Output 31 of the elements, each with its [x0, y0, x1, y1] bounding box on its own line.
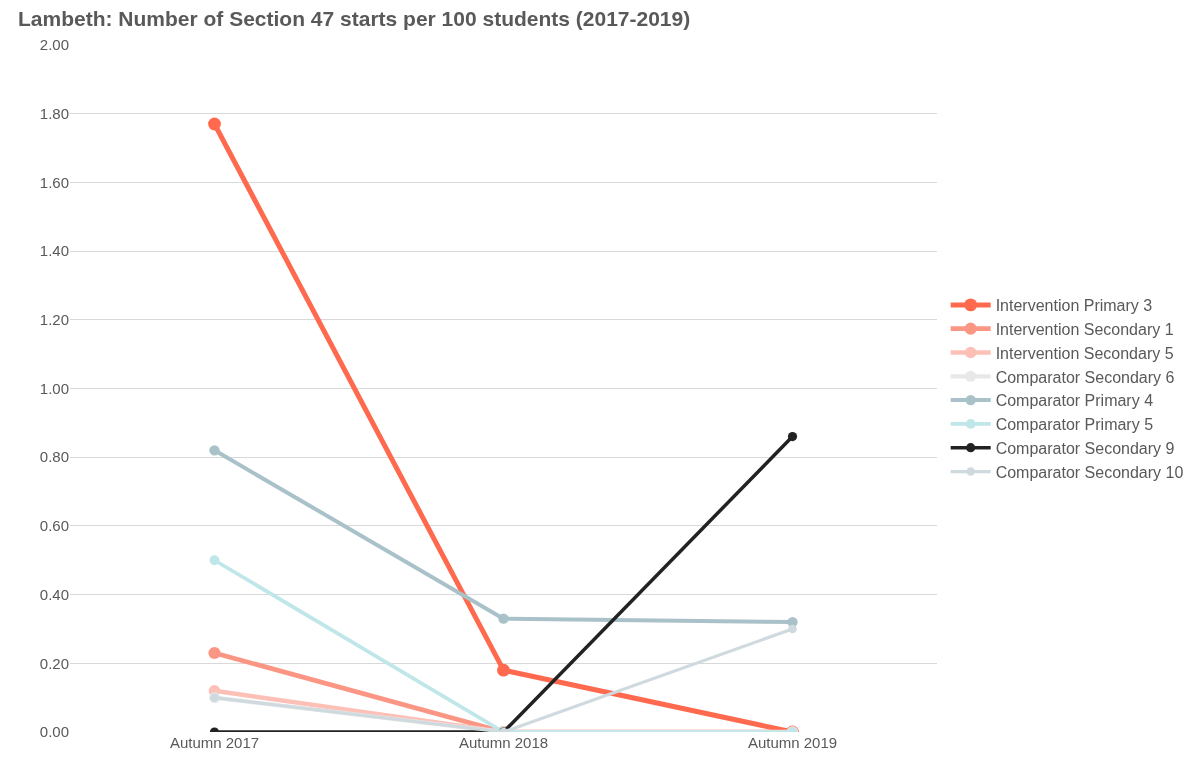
- y-tick-label: 0.80: [39, 448, 69, 466]
- legend-label: Comparator Secondary 10: [995, 463, 1184, 481]
- x-tick-label: Autumn 2018: [458, 734, 549, 751]
- point: [208, 646, 221, 660]
- y-tick-label: 0.40: [39, 585, 69, 603]
- y-tick-label: 1.00: [39, 379, 69, 397]
- point: [209, 445, 220, 456]
- point: [208, 117, 221, 131]
- legend-label: Comparator Secondary 6: [995, 368, 1175, 386]
- y-tick-label: 0.00: [39, 723, 69, 741]
- chart-title: Lambeth: Number of Section 47 starts per 100 students (2017-2019): [18, 7, 691, 31]
- y-tick-label: 0.20: [39, 654, 69, 672]
- x-tick-label: Autumn 2017: [169, 734, 260, 751]
- point: [788, 624, 797, 634]
- legend-label: Intervention Secondary 1: [995, 320, 1174, 338]
- point: [498, 613, 509, 624]
- y-tick-label: 1.80: [39, 104, 69, 122]
- point: [209, 555, 220, 566]
- legend-label: Comparator Secondary 9: [995, 439, 1175, 457]
- y-tick-label: 1.20: [39, 311, 69, 329]
- legend-label: Intervention Secondary 5: [995, 344, 1174, 362]
- legend-label: Comparator Primary 5: [995, 416, 1154, 434]
- y-tick-label: 1.60: [39, 173, 69, 191]
- y-tick-label: 1.40: [39, 242, 69, 260]
- point: [497, 663, 510, 677]
- y-tick-label: 0.60: [39, 517, 69, 535]
- point: [787, 431, 798, 442]
- y-tick-label: 2.00: [39, 36, 69, 54]
- legend-label: Comparator Primary 4: [995, 392, 1154, 410]
- legend-label: Intervention Primary 3: [995, 297, 1153, 315]
- x-tick-label: Autumn 2019: [747, 734, 838, 751]
